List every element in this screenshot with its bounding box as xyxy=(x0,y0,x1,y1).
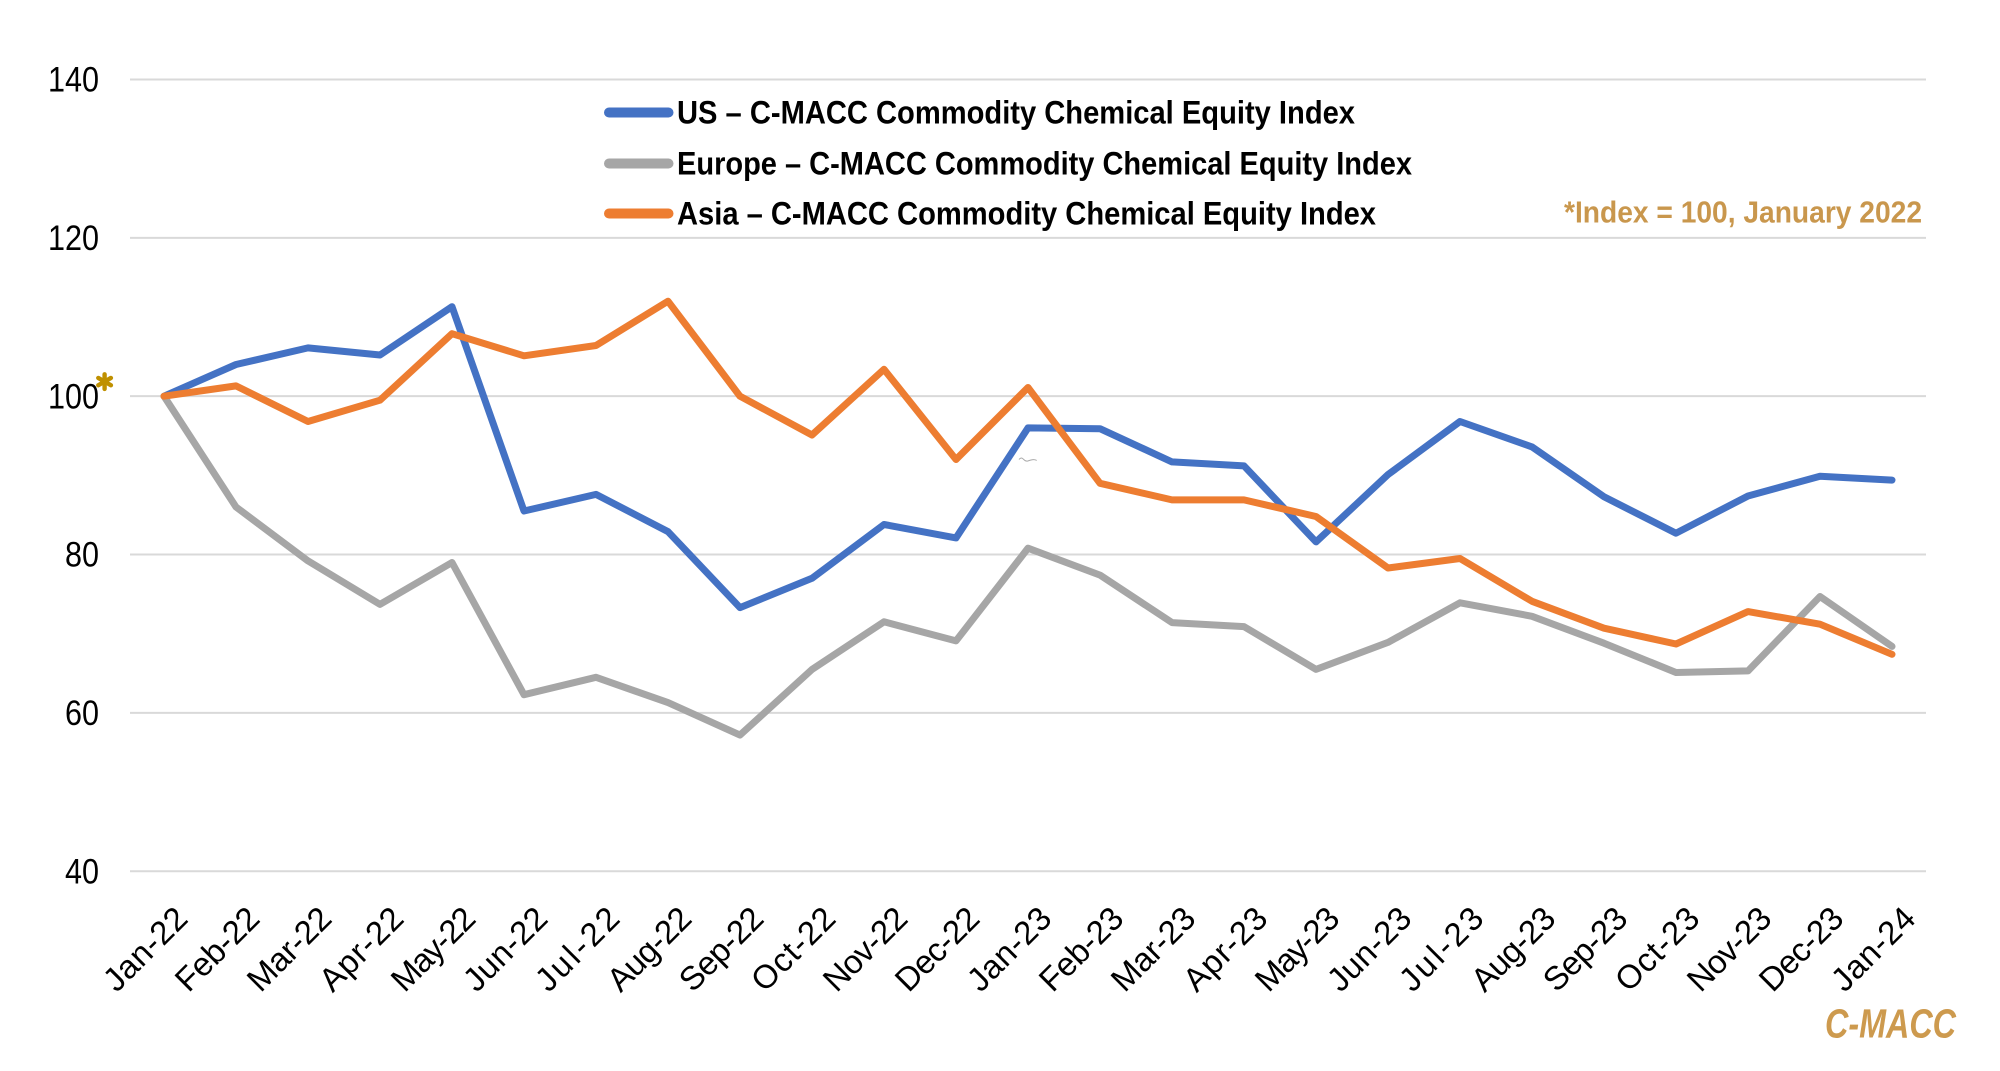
svg-text:120: 120 xyxy=(48,219,99,258)
svg-text:140: 140 xyxy=(48,61,99,100)
svg-text:*Index = 100, January 2022: *Index = 100, January 2022 xyxy=(1564,195,1922,230)
svg-text:80: 80 xyxy=(65,536,99,575)
svg-text:Asia – C-MACC Commodity Chemic: Asia – C-MACC Commodity Chemical Equity … xyxy=(677,196,1376,232)
svg-text:40: 40 xyxy=(65,852,99,891)
svg-text:60: 60 xyxy=(65,694,99,733)
svg-text:Europe – C-MACC Commodity Chem: Europe – C-MACC Commodity Chemical Equit… xyxy=(677,146,1412,182)
svg-text:C-MACC: C-MACC xyxy=(1825,1001,1957,1047)
svg-text:100: 100 xyxy=(48,377,99,416)
svg-text:US – C-MACC Commodity Chemical: US – C-MACC Commodity Chemical Equity In… xyxy=(677,95,1355,131)
